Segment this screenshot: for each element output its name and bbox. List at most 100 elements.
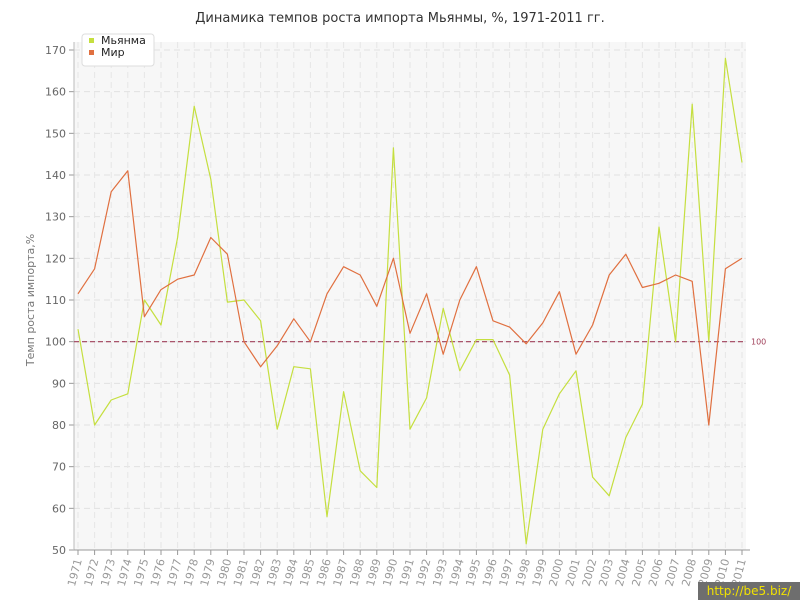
- y-tick-label: 70: [52, 461, 66, 474]
- data-point: [127, 170, 129, 172]
- data-point: [658, 226, 660, 228]
- data-point: [309, 340, 311, 342]
- data-point: [708, 340, 710, 342]
- data-point: [243, 299, 245, 301]
- data-point: [326, 515, 328, 517]
- data-point: [193, 105, 195, 107]
- series-group: [77, 57, 743, 545]
- legend-label: Мьянма: [101, 34, 146, 47]
- data-point: [708, 424, 710, 426]
- data-point: [691, 103, 693, 105]
- chart-title: Динамика темпов роста импорта Мьянмы, %,…: [195, 11, 605, 26]
- data-point: [409, 428, 411, 430]
- data-point: [691, 280, 693, 282]
- data-point: [160, 288, 162, 290]
- data-point: [176, 236, 178, 238]
- legend-label: Мир: [101, 46, 125, 59]
- data-point: [658, 282, 660, 284]
- data-point: [475, 265, 477, 267]
- data-point: [392, 147, 394, 149]
- data-point: [359, 470, 361, 472]
- watermark[interactable]: http://be5.biz/: [698, 582, 800, 600]
- data-point: [143, 315, 145, 317]
- data-point: [741, 161, 743, 163]
- data-point: [176, 278, 178, 280]
- data-point: [259, 365, 261, 367]
- data-point: [641, 286, 643, 288]
- data-point: [93, 424, 95, 426]
- data-point: [77, 293, 79, 295]
- data-point: [508, 374, 510, 376]
- legend-swatch: [89, 50, 94, 55]
- data-point: [226, 253, 228, 255]
- data-point: [641, 403, 643, 405]
- data-point: [674, 340, 676, 342]
- data-point: [492, 338, 494, 340]
- axes: 5060708090100110120130140150160170197119…: [45, 42, 750, 588]
- data-point: [558, 393, 560, 395]
- data-point: [77, 328, 79, 330]
- reference-line-label: 100: [751, 338, 766, 347]
- data-point: [210, 236, 212, 238]
- data-point: [376, 486, 378, 488]
- data-point: [259, 320, 261, 322]
- data-point: [193, 274, 195, 276]
- data-point: [724, 268, 726, 270]
- data-point: [459, 370, 461, 372]
- data-point: [409, 332, 411, 334]
- data-point: [392, 257, 394, 259]
- data-point: [110, 190, 112, 192]
- y-tick-label: 130: [45, 211, 66, 224]
- data-point: [342, 390, 344, 392]
- data-point: [425, 293, 427, 295]
- data-point: [591, 324, 593, 326]
- data-point: [359, 274, 361, 276]
- y-tick-label: 90: [52, 377, 66, 390]
- data-point: [575, 370, 577, 372]
- y-tick-label: 60: [52, 502, 66, 515]
- data-point: [276, 345, 278, 347]
- data-point: [442, 353, 444, 355]
- data-point: [608, 495, 610, 497]
- data-point: [376, 305, 378, 307]
- y-tick-label: 120: [45, 252, 66, 265]
- y-tick-label: 160: [45, 86, 66, 99]
- data-point: [276, 428, 278, 430]
- data-point: [508, 326, 510, 328]
- data-point: [160, 324, 162, 326]
- data-point: [674, 274, 676, 276]
- data-point: [591, 476, 593, 478]
- reference-line: 100: [74, 338, 766, 347]
- y-axis-label: Темп роста импорта,%: [24, 234, 37, 367]
- data-point: [226, 301, 228, 303]
- data-point: [459, 299, 461, 301]
- data-point: [741, 257, 743, 259]
- y-tick-label: 170: [45, 44, 66, 57]
- legend-swatch: [89, 38, 94, 43]
- data-point: [525, 343, 527, 345]
- data-point: [309, 368, 311, 370]
- data-point: [542, 428, 544, 430]
- series-line-world: [77, 170, 743, 426]
- data-point: [525, 543, 527, 545]
- data-point: [625, 436, 627, 438]
- data-point: [425, 397, 427, 399]
- data-point: [293, 365, 295, 367]
- series-line-myanmar: [77, 57, 743, 545]
- data-point: [293, 318, 295, 320]
- data-point: [110, 399, 112, 401]
- data-point: [575, 353, 577, 355]
- data-point: [342, 265, 344, 267]
- y-tick-label: 140: [45, 169, 66, 182]
- y-tick-label: 50: [52, 544, 66, 557]
- legend-box: [81, 33, 155, 67]
- data-point: [442, 307, 444, 309]
- y-tick-label: 150: [45, 127, 66, 140]
- data-point: [724, 57, 726, 59]
- data-point: [243, 340, 245, 342]
- data-point: [210, 178, 212, 180]
- data-point: [492, 320, 494, 322]
- y-tick-label: 100: [45, 336, 66, 349]
- y-tick-label: 80: [52, 419, 66, 432]
